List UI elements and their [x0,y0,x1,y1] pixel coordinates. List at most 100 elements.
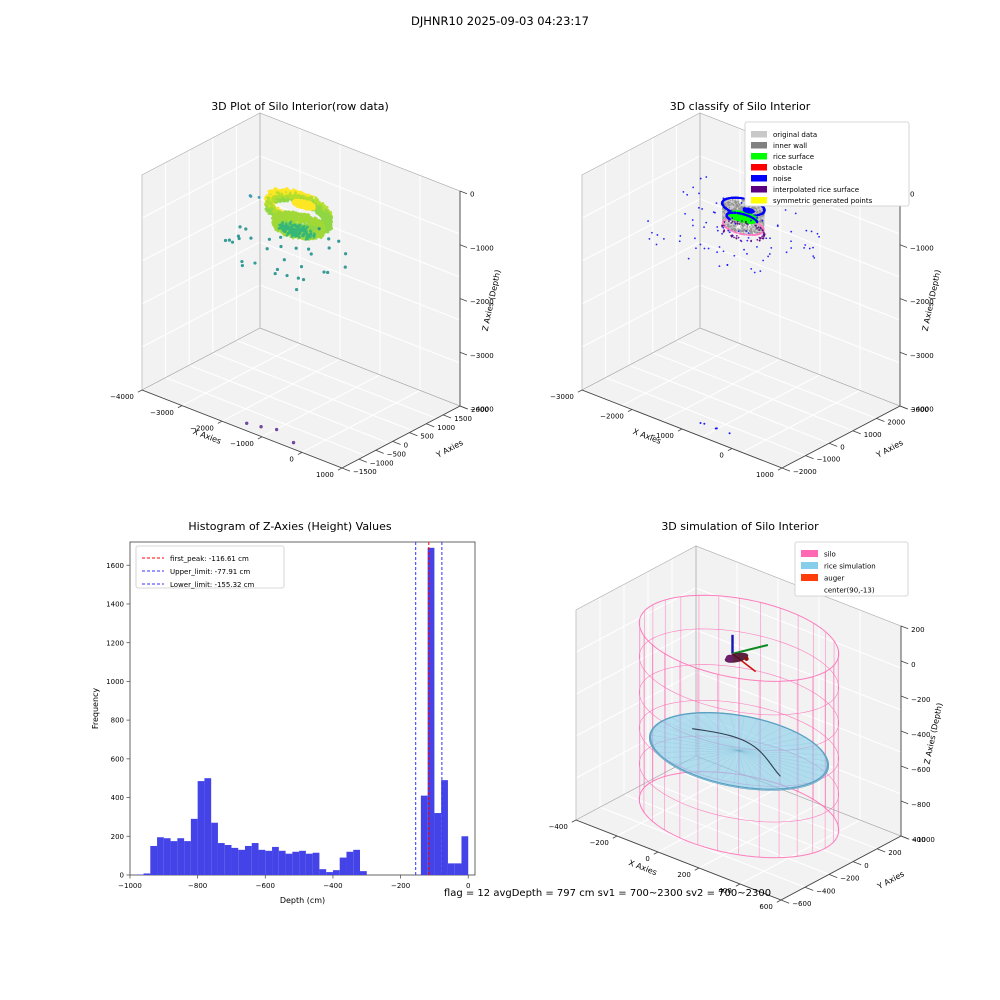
panel4-legend-box [794,541,909,597]
legend-swatch [751,175,767,182]
legend-label: noise [773,175,792,183]
svg-text:−3000: −3000 [470,352,494,360]
histogram-plot: −1000 −800 −600 −400 −200 0020040060080010001… [91,541,476,905]
svg-text:1000: 1000 [437,424,455,432]
histogram-bar [461,836,469,875]
histogram-bar [319,869,327,875]
svg-text:2000: 2000 [471,406,489,414]
panel4-objects [638,594,840,859]
silo-hoop [638,771,840,859]
legend-label: Lower_limit: -155.32 cm [170,581,255,589]
legend-swatch [751,153,767,160]
svg-text:−4000: −4000 [110,393,134,401]
svg-text:−3000: −3000 [910,352,934,360]
panel-histogram: Histogram of Z-Axies (Height) Values −10… [80,520,500,920]
histogram-bar [312,852,320,875]
histogram-bars [136,547,469,875]
histogram-bar [339,857,347,875]
legend-swatch [801,574,818,581]
histogram-bar [447,863,455,875]
svg-text:2000: 2000 [887,419,905,427]
histogram-bar [434,813,442,875]
svg-text:−1000: −1000 [470,244,494,252]
histogram-bar [231,847,239,875]
histogram-bar [245,845,252,875]
svg-text:−2000: −2000 [793,468,817,476]
histogram-bar [251,843,259,875]
svg-text:−3000: −3000 [150,409,174,417]
histogram-bar [454,863,462,875]
svg-text:1500: 1500 [454,415,472,423]
legend-label: first_peak: -116.61 cm [170,555,249,563]
panel1-title: 3D Plot of Silo Interior(row data) [211,100,389,113]
svg-text:500: 500 [420,433,433,441]
histogram-bar [238,849,245,875]
legend-label: silo [824,551,836,559]
auger-marker [724,634,769,673]
histogram-bar [204,778,212,875]
svg-text:X Axies: X Axies [632,427,663,446]
rice-simulation-surface [648,711,830,791]
svg-text:0: 0 [840,443,844,451]
histogram-xlabel: Depth (cm) [280,896,325,905]
svg-text:−500: −500 [387,450,406,458]
panel-3d-classify: 3D classify of Silo Interior −3000 −2000−… [540,100,942,480]
svg-text:Y Axies: Y Axies [434,438,465,460]
surface-crease [692,728,781,777]
panel1-points [223,186,348,445]
figure-suptitle: DJHNR10 2025-09-03 04:23:17 [411,14,589,28]
auger-hub [725,654,734,663]
histogram-bar [211,822,218,875]
svg-text:−1000: −1000 [230,440,254,448]
panel4-title: 3D simulation of Silo Interior [661,520,819,533]
legend-swatch [751,197,767,204]
panel2-title: 3D classify of Silo Interior [669,100,811,113]
histogram-bar [360,871,367,875]
histogram-bar [441,780,448,875]
histogram-bar [278,850,286,875]
panel2-legend-box [744,121,910,207]
svg-text:0: 0 [470,191,474,199]
histogram-bar [217,843,225,875]
histogram-bar [184,841,191,875]
svg-text:0: 0 [289,456,293,464]
legend-label: auger [824,575,844,583]
histogram-bar [170,841,178,875]
svg-text:3000: 3000 [911,406,929,414]
svg-text:−4000: −4000 [470,406,494,414]
histogram-bar [143,873,151,875]
svg-text:−1000: −1000 [650,432,674,440]
histogram-bar [265,850,273,875]
silo-hoop [638,628,840,716]
legend-swatch [801,550,818,557]
histogram-bar [346,851,354,875]
panel-3d-raw: 3D Plot of Silo Interior(row data) −4000… [100,100,502,480]
legend-swatch [751,186,767,193]
panel3-title: Histogram of Z-Axies (Height) Values [188,520,392,533]
svg-text:−2000: −2000 [910,298,934,306]
panel3-canvas[interactable]: −1000 −800 −600 −400 −200 0020040060080010001… [80,520,500,920]
panel2-legend: original data inner wall rice surface obsta… [744,121,910,207]
histogram-bar [272,846,279,875]
histogram-bar [258,849,266,875]
legend-swatch [751,142,767,149]
panel3-legend: first_peak: -116.61 cm Upper_limit: -77.9… [135,545,285,589]
histogram-bar [190,818,198,875]
legend-label: rice surface [773,153,814,161]
svg-text:1000: 1000 [316,471,334,479]
histogram-bar [353,849,360,875]
svg-text:−1000: −1000 [910,244,934,252]
svg-text:−1000: −1000 [817,456,841,464]
histogram-bar [420,795,428,875]
histogram-bar [177,838,185,875]
histogram-bar [292,851,300,875]
svg-text:−4000: −4000 [910,406,934,414]
histogram-bar [427,547,435,875]
legend-label: inner wall [773,142,807,150]
legend-label: interpolated rice surface [773,186,859,194]
svg-text:0: 0 [719,452,723,460]
